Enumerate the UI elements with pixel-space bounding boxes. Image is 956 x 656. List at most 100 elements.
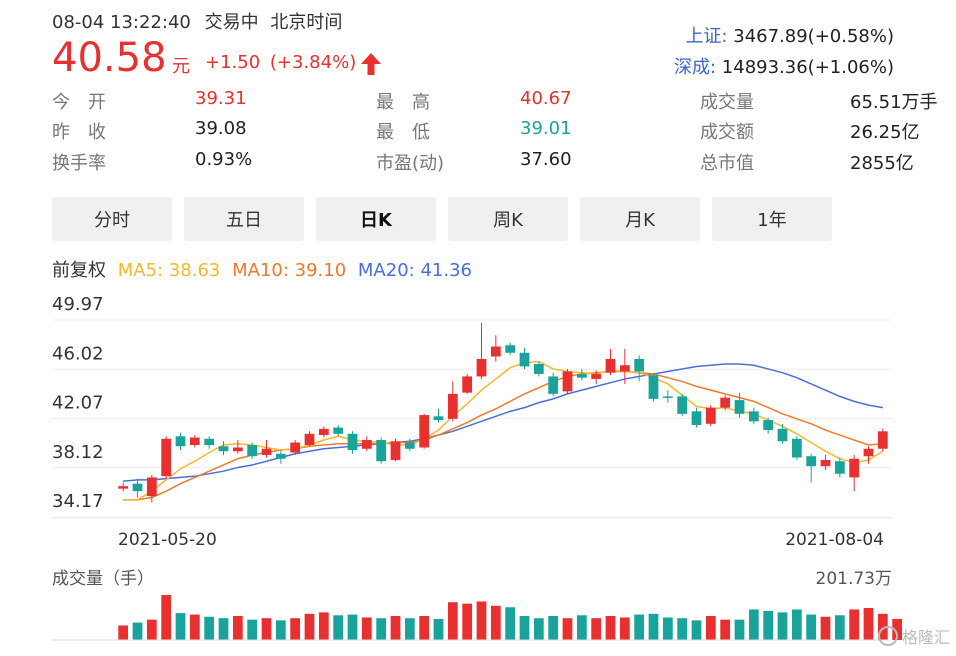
tab-2[interactable]: 日K xyxy=(316,197,436,241)
candle-body xyxy=(490,346,501,357)
candle-body xyxy=(318,428,329,436)
candle-body xyxy=(347,433,358,450)
volume-bar xyxy=(705,616,716,640)
stat-label: 换手率 xyxy=(52,153,106,174)
quote-datetime: 08-04 13:22:40 交易中 北京时间 xyxy=(52,8,342,34)
volume-bar xyxy=(806,614,817,640)
stat-value: 37.60 xyxy=(520,149,572,170)
ma5-label: MA5: 38.63 xyxy=(117,260,221,281)
volume-bar xyxy=(347,614,358,640)
candle-body xyxy=(820,459,831,467)
volume-bar xyxy=(218,618,229,640)
tab-1[interactable]: 五日 xyxy=(184,197,304,241)
candle-body xyxy=(691,411,702,426)
volume-max-label: 201.73万 xyxy=(816,569,892,589)
y-tick-label: 42.07 xyxy=(52,393,104,414)
index-sh-name[interactable]: 上证: xyxy=(685,26,728,47)
volume-bar xyxy=(791,609,802,640)
datetime-text: 08-04 13:22:40 xyxy=(52,12,191,33)
stat-value: 39.01 xyxy=(520,118,572,139)
stat-label: 成交量 xyxy=(700,92,754,113)
index-sh[interactable]: 上证: 3467.89(+0.58%) xyxy=(685,22,894,48)
candle-body xyxy=(748,411,759,422)
volume-bar xyxy=(648,613,659,640)
adjust-label[interactable]: 前复权 xyxy=(52,260,106,281)
volume-bar xyxy=(634,614,645,640)
tab-0[interactable]: 分时 xyxy=(52,197,172,241)
index-sz-name[interactable]: 深成: xyxy=(673,57,717,78)
volume-bar xyxy=(892,618,903,640)
volume-bar xyxy=(748,609,759,640)
stat-value: 39.08 xyxy=(195,118,247,139)
candle-body xyxy=(304,433,315,446)
tab-4[interactable]: 月K xyxy=(580,197,700,241)
candle-body xyxy=(505,345,516,353)
stat-label: 最 高 xyxy=(376,92,430,113)
index-sz[interactable]: 深成: 14893.36(+1.06%) xyxy=(674,53,894,79)
volume-bar xyxy=(677,618,688,640)
volume-label: 成交量（手） xyxy=(52,569,154,589)
volume-bar xyxy=(576,615,587,640)
volume-bar xyxy=(333,615,344,640)
candle-body xyxy=(433,416,444,421)
tab-5[interactable]: 1年 xyxy=(712,197,832,241)
volume-bar xyxy=(619,617,630,640)
candle-body xyxy=(132,483,143,492)
current-price: 40.58 xyxy=(52,35,167,81)
candle-body xyxy=(390,441,401,460)
y-tick-label: 46.02 xyxy=(52,343,104,364)
candle-body xyxy=(734,400,745,414)
volume-bar xyxy=(605,616,616,640)
change-percent: (+3.84%) xyxy=(269,52,357,73)
ma10-label: MA10: 39.10 xyxy=(232,260,347,281)
volume-bar xyxy=(376,618,387,640)
volume-bar xyxy=(548,616,559,640)
up-arrow-icon xyxy=(360,52,382,80)
candle-body xyxy=(519,352,530,367)
volume-bar xyxy=(505,607,516,640)
timezone-label: 北京时间 xyxy=(270,12,343,33)
candle-body xyxy=(290,442,301,453)
watermark: 格隆汇 xyxy=(878,624,950,648)
volume-bar xyxy=(476,601,487,640)
volume-bar xyxy=(189,614,200,640)
volume-bar xyxy=(863,608,874,640)
stat-value: 2855亿 xyxy=(850,153,914,174)
stat-label: 市盈(动) xyxy=(376,153,445,174)
volume-bar xyxy=(261,618,272,640)
candle-body xyxy=(605,358,616,373)
candle-body xyxy=(677,396,688,414)
candle-body xyxy=(877,431,888,449)
candle-body xyxy=(705,407,716,424)
volume-bar xyxy=(232,616,243,640)
ma5-line xyxy=(123,360,884,501)
index-sh-value: 3467.89(+0.58%) xyxy=(733,26,894,47)
volume-bar xyxy=(304,613,315,640)
candle-body xyxy=(261,448,272,455)
watermark-logo-icon xyxy=(878,626,898,646)
ma20-line xyxy=(123,363,883,482)
tab-3[interactable]: 周K xyxy=(448,197,568,241)
candle-body xyxy=(232,447,243,452)
x-tick-label: 2021-08-04 xyxy=(785,530,884,550)
price-unit: 元 xyxy=(172,56,190,77)
ma20-label: MA20: 41.36 xyxy=(357,260,472,281)
candle-body xyxy=(763,420,774,431)
candle-body xyxy=(189,437,200,446)
y-tick-label: 38.12 xyxy=(52,442,104,463)
watermark-text: 格隆汇 xyxy=(902,628,951,647)
stat-value: 0.93% xyxy=(195,149,253,170)
volume-bar xyxy=(777,612,788,640)
volume-bar xyxy=(404,618,415,640)
candle-body xyxy=(576,373,587,378)
volume-bar xyxy=(820,616,831,640)
volume-bar xyxy=(132,622,143,640)
trading-status: 交易中 xyxy=(204,12,259,33)
candle-body xyxy=(376,440,387,462)
y-tick-label: 49.97 xyxy=(52,294,104,315)
volume-bar xyxy=(433,618,444,640)
candle-body xyxy=(175,436,186,447)
candle-body xyxy=(591,373,602,379)
stat-label: 昨 收 xyxy=(52,122,106,143)
